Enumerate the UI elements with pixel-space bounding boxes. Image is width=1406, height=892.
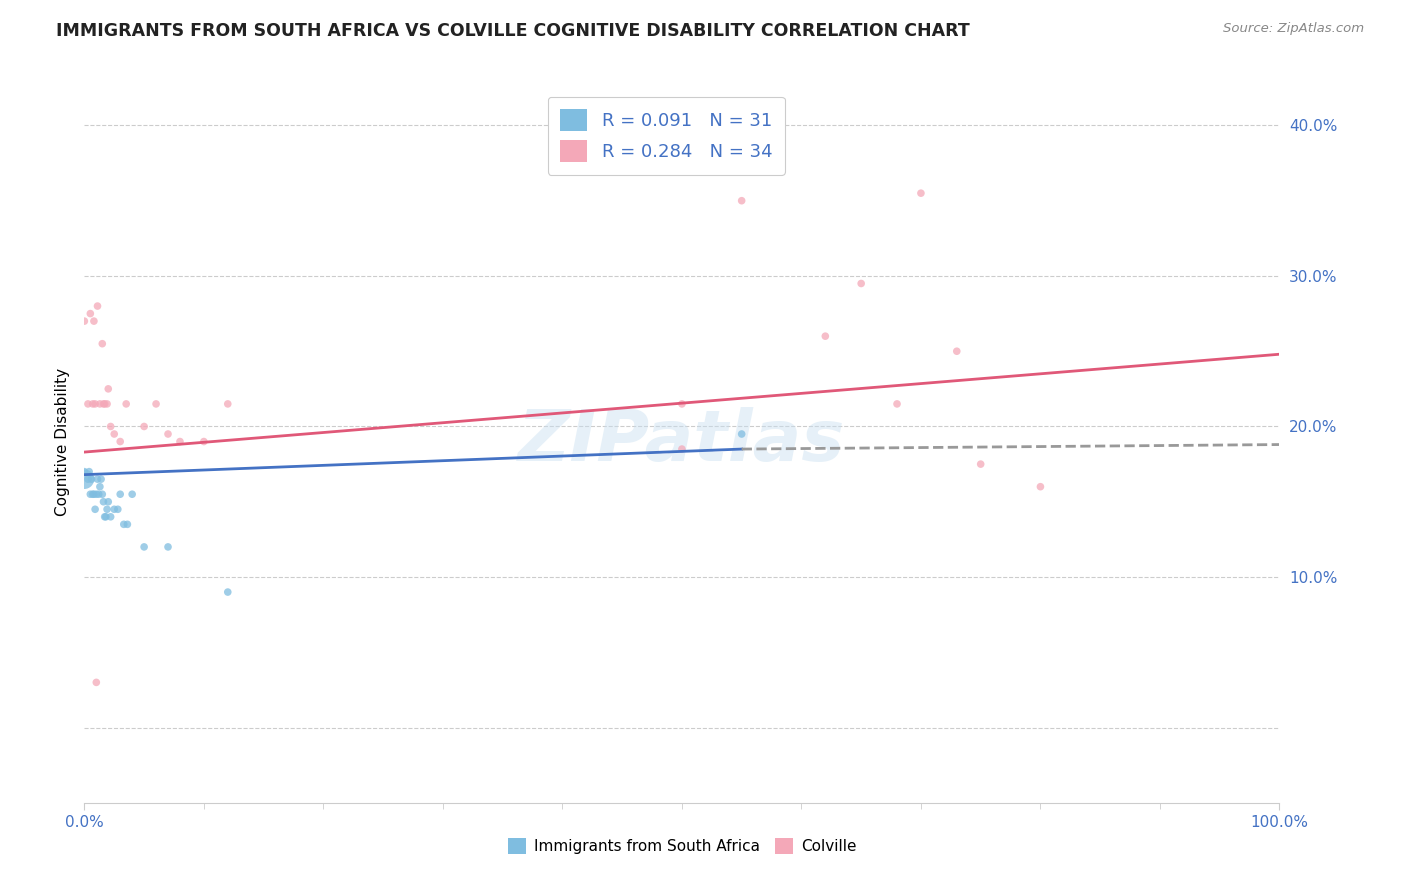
Point (89, 480, 111, 494)
Point (83, 487, 105, 501)
Point (110, 487, 132, 501)
Point (731, 194, 754, 208)
Point (103, 427, 125, 442)
Point (73, 472, 96, 486)
Text: ZIPatlas: ZIPatlas (519, 407, 845, 476)
Point (90, 472, 112, 486)
Point (970, 457, 993, 471)
Point (73, 465, 96, 479)
Point (80, 472, 103, 486)
Point (86, 487, 108, 501)
Point (93, 397, 115, 411)
Point (79, 487, 101, 501)
Point (145, 397, 167, 411)
Point (169, 434, 191, 449)
Point (93, 509, 115, 524)
Text: IMMIGRANTS FROM SOUTH AFRICA VS COLVILLE COGNITIVE DISABILITY CORRELATION CHART: IMMIGRANTS FROM SOUTH AFRICA VS COLVILLE… (56, 22, 970, 40)
Point (83, 314, 105, 328)
Point (86, 675, 108, 690)
Point (100, 419, 122, 434)
Point (89, 397, 111, 411)
Point (814, 329, 837, 343)
Point (217, 397, 239, 411)
Point (157, 427, 180, 442)
Point (132, 540, 156, 554)
Point (96, 502, 118, 516)
Point (946, 344, 969, 359)
Point (82, 397, 104, 411)
Point (77, 397, 100, 411)
Y-axis label: Cognitive Disability: Cognitive Disability (55, 368, 70, 516)
Point (671, 442, 693, 456)
Legend: Immigrants from South Africa, Colville: Immigrants from South Africa, Colville (502, 832, 862, 860)
Point (110, 434, 132, 449)
Point (86, 472, 108, 486)
Point (112, 517, 135, 532)
Point (115, 397, 138, 411)
Point (96, 397, 118, 411)
Point (91, 336, 114, 351)
Point (100, 509, 122, 524)
Point (671, 397, 693, 411)
Point (93, 397, 115, 411)
Point (97, 494, 120, 508)
Point (93, 494, 115, 508)
Point (84, 502, 107, 516)
Point (77, 472, 100, 486)
Point (103, 502, 125, 516)
Point (132, 419, 156, 434)
Point (87, 487, 110, 501)
Point (73, 314, 96, 328)
Point (1029, 480, 1052, 494)
Point (82, 487, 104, 501)
Point (86, 299, 108, 313)
Point (217, 585, 239, 599)
Point (193, 434, 215, 449)
Point (84, 397, 107, 411)
Point (157, 540, 180, 554)
Point (117, 517, 139, 532)
Point (79, 307, 101, 321)
Point (910, 186, 932, 201)
Point (121, 487, 143, 501)
Point (77, 465, 100, 479)
Point (91, 487, 114, 501)
Point (107, 502, 129, 516)
Point (731, 427, 754, 442)
Point (94, 509, 117, 524)
Point (886, 397, 908, 411)
Point (851, 277, 873, 291)
Point (97, 382, 120, 396)
Text: Source: ZipAtlas.com: Source: ZipAtlas.com (1223, 22, 1364, 36)
